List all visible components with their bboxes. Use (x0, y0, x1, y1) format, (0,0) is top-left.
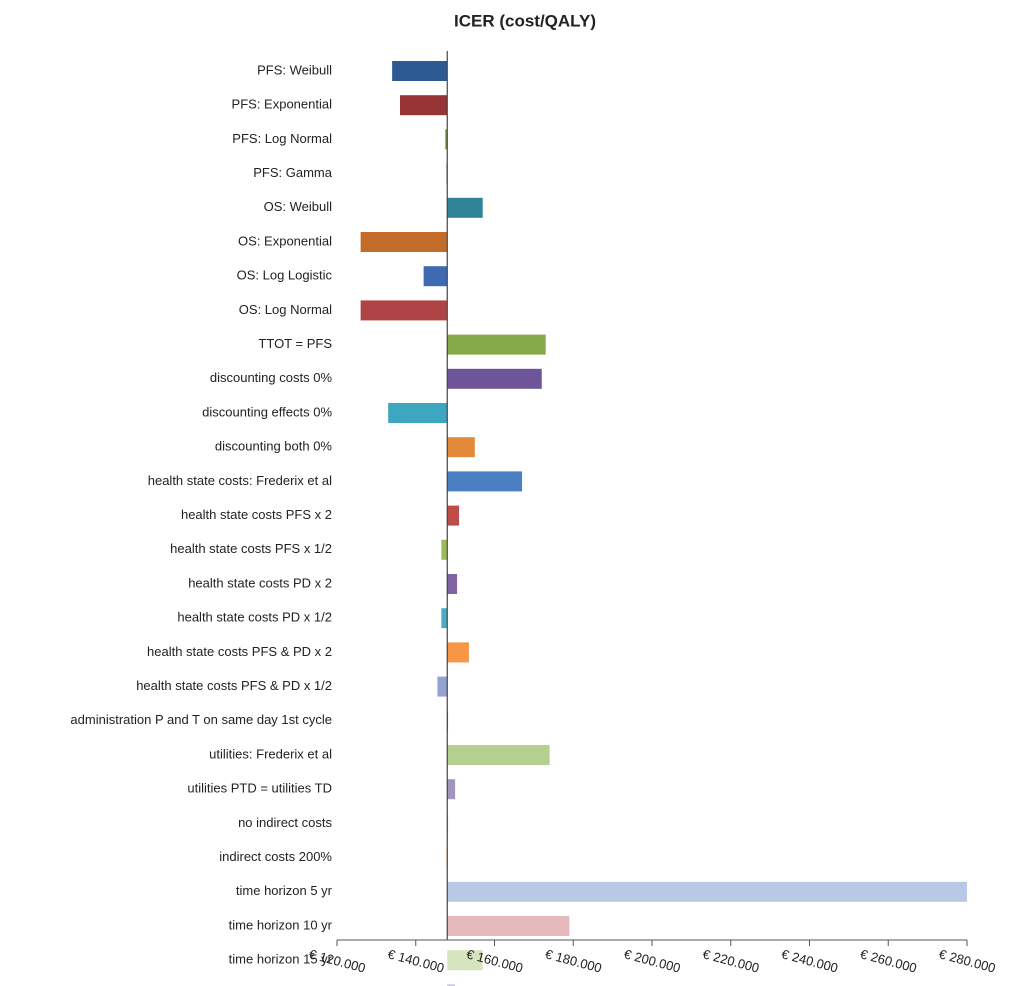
bar (423, 266, 448, 287)
category-label: PFS: Exponential (232, 97, 333, 112)
bar (447, 881, 967, 902)
bar (392, 61, 448, 81)
category-label: time horizon 15 yr (229, 952, 333, 967)
category-label: administration P and T on same day 1st c… (70, 712, 332, 727)
category-label: discounting effects 0% (202, 404, 332, 419)
bar (447, 916, 570, 936)
x-tick-label: € 240.000 (780, 946, 840, 975)
category-label: PFS: Weibull (257, 62, 332, 77)
category-label: OS: Exponential (238, 233, 332, 248)
category-label: utilities: Frederix et al (209, 746, 332, 761)
bar (447, 368, 542, 389)
x-tick-label: € 180.000 (544, 946, 604, 975)
x-tick-label: € 120.000 (307, 946, 367, 975)
bar (447, 574, 458, 594)
category-label: health state costs PFS & PD x 1/2 (136, 678, 332, 693)
category-label: time horizon 10 yr (229, 917, 333, 932)
x-tick-label: € 140.000 (386, 946, 446, 975)
category-label: health state costs PFS & PD x 2 (147, 644, 332, 659)
chart-title: ICER (cost/QALY) (454, 11, 596, 30)
bar (400, 95, 448, 116)
bar (447, 505, 460, 526)
bar (447, 437, 475, 458)
category-label: no indirect costs (238, 815, 332, 830)
category-label: TTOT = PFS (258, 336, 332, 351)
category-label: health state costs PFS x 2 (181, 507, 332, 522)
bar (447, 984, 456, 986)
bar (388, 403, 448, 423)
category-label: PFS: Gamma (253, 165, 333, 180)
category-label: health state costs PD x 2 (188, 575, 332, 590)
bar (360, 300, 448, 321)
category-label: utilities PTD = utilities TD (187, 781, 332, 796)
category-label: OS: Log Logistic (237, 268, 333, 283)
bar (447, 745, 550, 765)
category-label: discounting costs 0% (210, 370, 333, 385)
category-label: time horizon 5 yr (236, 883, 333, 898)
x-tick-label: € 220.000 (701, 946, 761, 975)
x-tick-label: € 160.000 (465, 946, 525, 975)
x-tick-label: € 260.000 (859, 946, 919, 975)
category-label: OS: Log Normal (239, 302, 332, 317)
bar (441, 539, 448, 560)
category-label: health state costs PD x 1/2 (177, 610, 332, 625)
category-label: indirect costs 200% (219, 849, 332, 864)
category-label: discounting both 0% (215, 439, 333, 454)
bar (447, 950, 483, 971)
bar (447, 197, 483, 218)
x-tick-label: € 200.000 (622, 946, 682, 975)
category-label: health state costs: Frederix et al (148, 473, 332, 488)
bar (447, 779, 456, 800)
bar (445, 129, 448, 150)
bar (441, 608, 448, 629)
bar (447, 471, 523, 492)
category-label: health state costs PFS x 1/2 (170, 541, 332, 556)
bar (360, 232, 448, 252)
category-label: PFS: Log Normal (232, 131, 332, 146)
bar (437, 676, 448, 697)
bar (447, 642, 469, 663)
x-tick-label: € 280.000 (937, 946, 997, 975)
bar (447, 334, 546, 355)
category-label: OS: Weibull (264, 199, 333, 214)
